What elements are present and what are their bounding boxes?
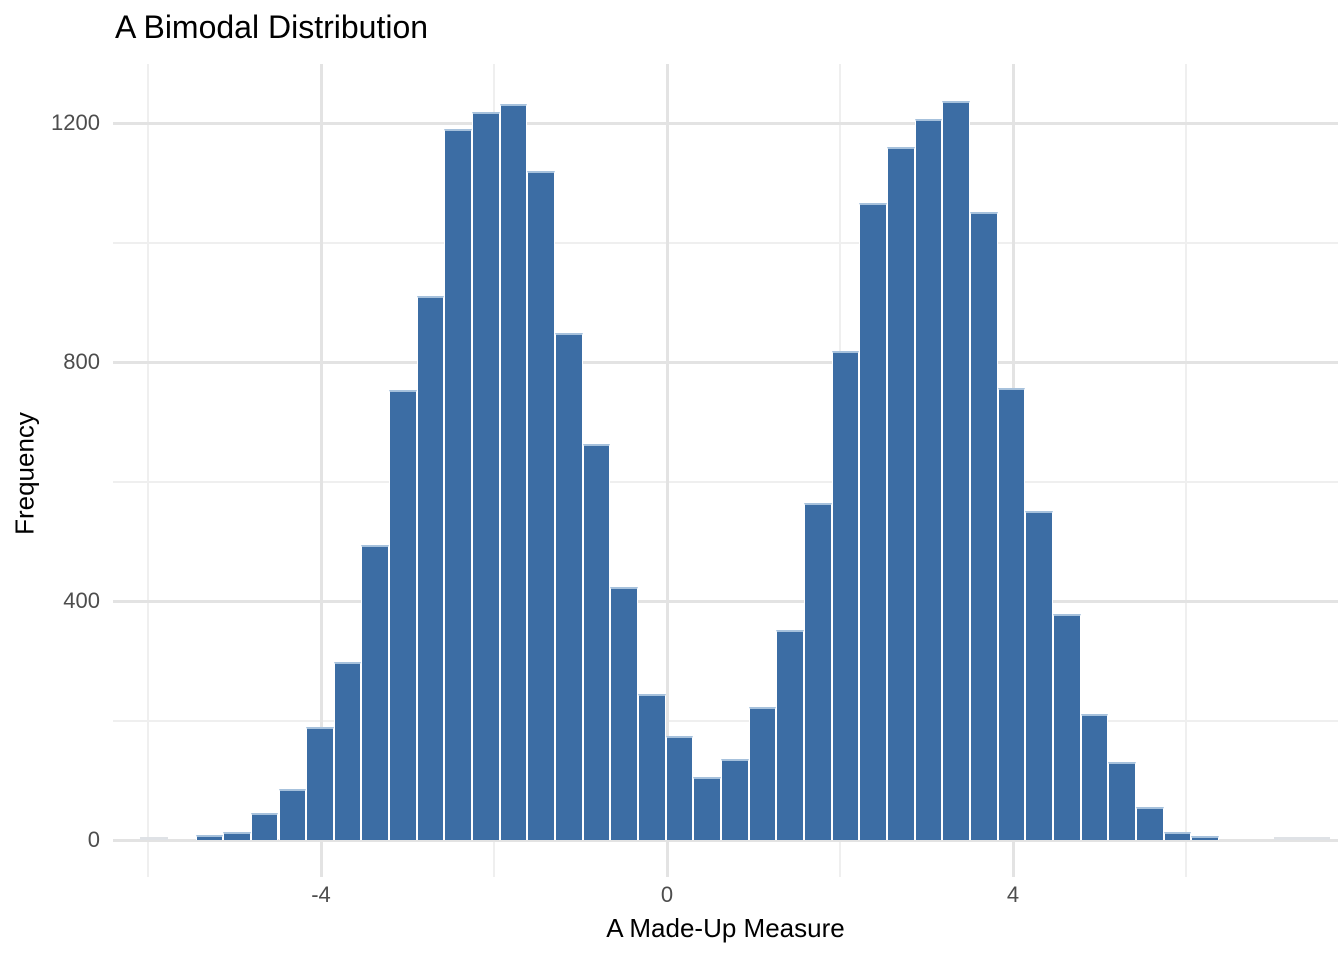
histogram-bar [195,835,224,840]
histogram-bar [970,212,998,840]
histogram-bar [887,146,915,840]
histogram-bar [1274,837,1303,840]
histogram-bar [582,443,611,840]
y-tick-label: 800 [63,349,100,374]
v-gridline-major [319,64,323,877]
histogram-bar [361,544,390,840]
histogram-bar [389,390,417,840]
x-tick-label: -4 [311,882,331,907]
h-gridline-minor [113,241,1338,244]
histogram-bar [444,128,473,840]
h-gridline-major [113,121,1338,125]
histogram-bar [859,203,888,840]
h-gridline-major [113,360,1338,364]
histogram-bar [942,100,970,840]
h-gridline-major [113,599,1338,603]
histogram-bar [1135,807,1164,840]
histogram-bar [278,789,307,840]
histogram-bar [804,503,832,840]
y-tick-label: 400 [63,588,100,613]
h-gridline-minor [113,719,1338,722]
histogram-bar [997,387,1026,840]
y-tick-label: 1200 [51,110,100,135]
histogram-bar [333,661,362,840]
histogram-bar [527,170,556,840]
histogram-bar [1080,713,1109,840]
histogram-bar [610,587,639,840]
histogram-bar [472,112,500,840]
histogram-bar [306,727,334,840]
histogram-bar [223,832,251,840]
v-gridline-minor [147,64,149,877]
histogram-bar [914,118,943,840]
histogram-bar [555,333,583,840]
y-tick-label: 0 [87,827,100,852]
h-gridline-minor [113,480,1338,483]
histogram-bar [499,103,528,840]
h-gridline-major [113,838,1338,842]
chart-title: A Bimodal Distribution [115,9,429,45]
x-tick-label: 4 [1006,882,1020,907]
histogram-bar [776,630,805,840]
x-tick-label: 0 [660,882,674,907]
histogram-bar [1052,614,1081,840]
histogram-bar [1191,835,1219,840]
v-gridline-minor [1185,64,1187,877]
x-axis-title: A Made-Up Measure [606,913,845,943]
histogram-bar [721,758,749,840]
histogram-bar [1301,837,1330,840]
histogram-bar [665,736,694,840]
histogram-bar [1163,832,1192,840]
histogram-bar [250,813,279,840]
histogram-bar [748,706,777,840]
histogram-bar [416,296,445,840]
histogram-bar [1025,511,1053,840]
histogram-bar [1108,761,1136,840]
v-gridline-major [665,64,669,877]
histogram-bar [693,777,722,840]
histogram-bar [140,837,169,840]
histogram-bar [831,351,860,840]
y-axis-title: Frequency [9,412,40,535]
histogram-bar [638,694,666,840]
